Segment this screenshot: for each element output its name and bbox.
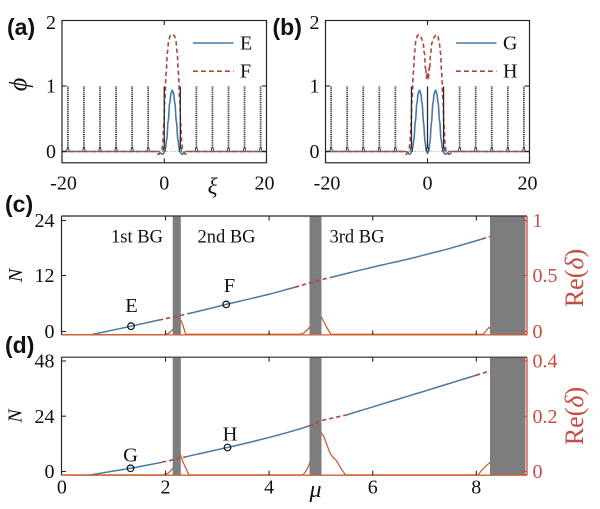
svg-text:F: F	[224, 275, 235, 297]
svg-text:H: H	[223, 424, 238, 446]
svg-text:(a): (a)	[7, 14, 35, 40]
svg-text:0: 0	[159, 173, 169, 195]
svg-text:0: 0	[310, 141, 320, 163]
svg-text:μ: μ	[308, 477, 321, 503]
svg-text:-20: -20	[314, 173, 341, 195]
svg-text:Re(δ): Re(δ)	[560, 387, 589, 445]
svg-text:6: 6	[368, 477, 378, 499]
svg-text:0.4: 0.4	[533, 351, 558, 373]
svg-text:0: 0	[45, 461, 55, 483]
svg-text:24: 24	[35, 210, 55, 232]
svg-text:N: N	[5, 267, 27, 283]
svg-text:12: 12	[35, 265, 55, 287]
svg-text:1: 1	[310, 76, 320, 98]
svg-text:F: F	[240, 61, 251, 83]
svg-text:2: 2	[161, 477, 171, 499]
svg-text:0.5: 0.5	[533, 265, 558, 287]
svg-text:H: H	[503, 61, 517, 83]
svg-text:48: 48	[35, 351, 55, 373]
svg-text:20: 20	[518, 173, 538, 195]
svg-text:0: 0	[45, 321, 55, 343]
svg-text:G: G	[123, 445, 138, 467]
svg-text:8: 8	[471, 477, 481, 499]
svg-text:G: G	[503, 33, 517, 55]
svg-text:E: E	[125, 295, 138, 317]
svg-text:0: 0	[57, 477, 67, 499]
svg-text:0: 0	[46, 141, 56, 163]
svg-text:ξ: ξ	[208, 174, 218, 199]
svg-text:(d): (d)	[5, 332, 34, 358]
svg-text:20: 20	[255, 173, 275, 195]
svg-text:Re(δ): Re(δ)	[560, 249, 589, 307]
svg-text:(b): (b)	[273, 14, 302, 40]
svg-text:0: 0	[533, 461, 543, 483]
svg-text:1st BG: 1st BG	[111, 228, 163, 248]
svg-text:-20: -20	[50, 173, 77, 195]
svg-text:(c): (c)	[5, 191, 33, 217]
svg-text:1: 1	[533, 210, 543, 232]
svg-text:0: 0	[533, 321, 543, 343]
svg-text:0.2: 0.2	[533, 406, 558, 428]
svg-text:E: E	[240, 33, 252, 55]
svg-text:N: N	[5, 408, 27, 424]
svg-text:ϕ: ϕ	[9, 78, 38, 91]
svg-text:3rd BG: 3rd BG	[330, 228, 385, 248]
svg-text:1: 1	[46, 76, 56, 98]
svg-text:4: 4	[264, 477, 274, 499]
svg-text:24: 24	[35, 406, 55, 428]
svg-text:0: 0	[423, 173, 433, 195]
svg-text:2: 2	[46, 12, 56, 34]
svg-text:2nd BG: 2nd BG	[197, 228, 255, 248]
svg-text:2: 2	[310, 12, 320, 34]
